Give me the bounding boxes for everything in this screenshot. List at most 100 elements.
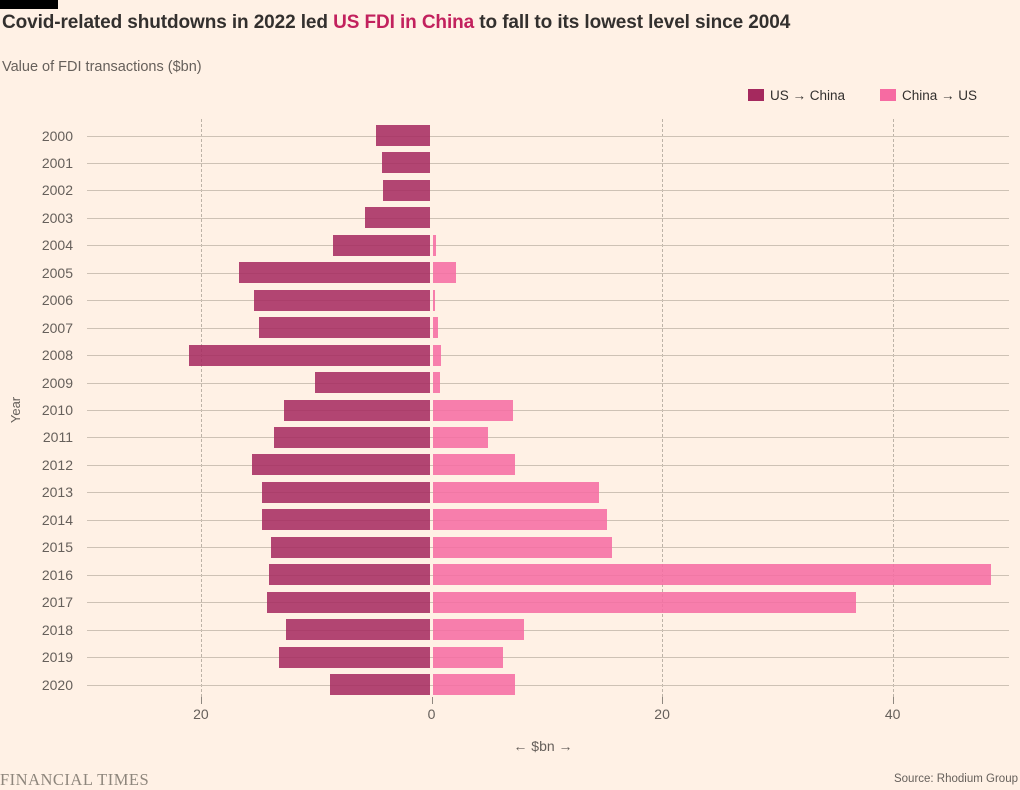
bar-us-to-china <box>314 372 430 394</box>
bar-china-to-us <box>433 399 513 421</box>
bar-us-to-china <box>365 207 430 229</box>
bar-china-to-us <box>433 536 612 558</box>
year-label: 2014 <box>41 511 73 528</box>
bar-us-to-china <box>278 646 430 668</box>
bar-us-to-china <box>333 234 430 256</box>
row-line <box>87 327 1009 329</box>
year-label: 2016 <box>41 566 73 583</box>
row-line <box>87 135 1009 137</box>
year-label: 2003 <box>41 209 73 226</box>
year-label: 2020 <box>41 676 73 693</box>
vertical-gridline <box>662 119 664 697</box>
bar-china-to-us <box>433 262 457 284</box>
financial-times-wordmark: FINANCIAL TIMES <box>0 770 150 789</box>
x-tick-label: 20 <box>193 706 209 722</box>
x-tick <box>200 697 202 704</box>
legend-swatch-us-to-china <box>748 89 764 101</box>
bar-us-to-china <box>329 674 430 695</box>
bar-china-to-us <box>433 619 525 641</box>
x-tick-label: 0 <box>427 706 436 722</box>
year-label: 2015 <box>41 539 73 556</box>
x-tick <box>662 697 664 704</box>
bar-china-to-us <box>433 591 857 613</box>
x-tick <box>892 697 894 704</box>
bar-china-to-us <box>433 372 440 394</box>
row-line <box>87 382 1009 384</box>
ft-top-mark <box>0 0 58 9</box>
row-line <box>87 629 1009 631</box>
bar-us-to-china <box>285 619 430 641</box>
bar-us-to-china <box>283 399 430 421</box>
year-label: 2010 <box>41 402 73 418</box>
bar-china-to-us <box>433 509 608 531</box>
bar-china-to-us <box>433 564 992 586</box>
bar-china-to-us <box>433 481 600 503</box>
year-label: 2019 <box>41 649 73 666</box>
bar-us-to-china <box>382 179 430 201</box>
year-label: 2009 <box>41 374 73 391</box>
bar-us-to-china <box>261 481 430 503</box>
year-label: 2001 <box>41 154 73 171</box>
bar-us-to-china <box>267 591 430 613</box>
row-line <box>87 245 1009 247</box>
year-label: 2004 <box>41 237 73 254</box>
source-credit: Source: Rhodium Group <box>893 773 1018 785</box>
bar-china-to-us <box>433 234 437 256</box>
year-label: 2002 <box>41 182 73 199</box>
x-tick-label: 20 <box>654 706 670 722</box>
row-line <box>87 272 1009 274</box>
chart-title-highlight: US FDI in China <box>333 12 475 33</box>
bar-us-to-china <box>270 536 430 558</box>
row-line <box>87 217 1009 219</box>
bar-us-to-china <box>268 564 430 586</box>
x-tick <box>431 697 433 704</box>
year-label: 2005 <box>41 264 73 281</box>
bar-us-to-china <box>259 317 430 339</box>
legend-swatch-china-to-us <box>880 89 896 101</box>
row-line <box>87 162 1009 164</box>
row-line <box>87 190 1009 192</box>
bar-china-to-us <box>433 344 442 366</box>
year-label: 2018 <box>41 621 73 638</box>
year-label: 2000 <box>41 127 73 144</box>
bar-china-to-us <box>433 317 438 339</box>
bar-china-to-us <box>433 646 504 668</box>
chart-title-post: to fall to its lowest level since 2004 <box>474 12 791 33</box>
bar-china-to-us <box>433 454 515 476</box>
bar-us-to-china <box>252 454 430 476</box>
bar-us-to-china <box>261 509 430 531</box>
bar-us-to-china <box>381 152 430 174</box>
row-line <box>87 300 1009 302</box>
legend-label-us-to-china: US → China <box>770 87 846 103</box>
chart-subtitle: Value of FDI transactions ($bn) <box>2 59 202 75</box>
row-line <box>87 410 1009 411</box>
bar-china-to-us <box>433 674 515 695</box>
bar-china-to-us <box>433 289 436 311</box>
year-label: 2007 <box>41 319 73 336</box>
vertical-gridline <box>200 119 202 697</box>
row-line <box>87 684 1009 686</box>
chart-title-pre: Covid-related shutdowns in 2022 led <box>2 12 334 33</box>
x-axis-label: ← $bn → <box>513 738 573 754</box>
bar-us-to-china <box>253 289 430 311</box>
bar-china-to-us <box>433 426 489 448</box>
row-line <box>87 355 1009 357</box>
year-label: 2011 <box>42 429 73 446</box>
year-label: 2008 <box>41 347 73 364</box>
bar-us-to-china <box>274 426 430 448</box>
year-label: 2017 <box>41 594 73 611</box>
legend-item-us-to-china: US → China <box>748 87 846 103</box>
bar-us-to-china <box>189 344 430 366</box>
legend-item-china-to-us: China → US <box>880 87 978 103</box>
chart-title: Covid-related shutdowns in 2022 led US F… <box>2 12 1012 34</box>
legend-label-china-to-us: China → US <box>902 87 978 103</box>
bar-us-to-china <box>238 262 430 284</box>
row-line <box>87 657 1009 659</box>
x-tick-label: 40 <box>884 706 901 722</box>
year-label: 2013 <box>41 484 73 501</box>
year-label: 2006 <box>41 292 73 309</box>
row-line <box>87 437 1009 439</box>
vertical-gridline <box>892 119 894 697</box>
row-line <box>87 464 1009 466</box>
